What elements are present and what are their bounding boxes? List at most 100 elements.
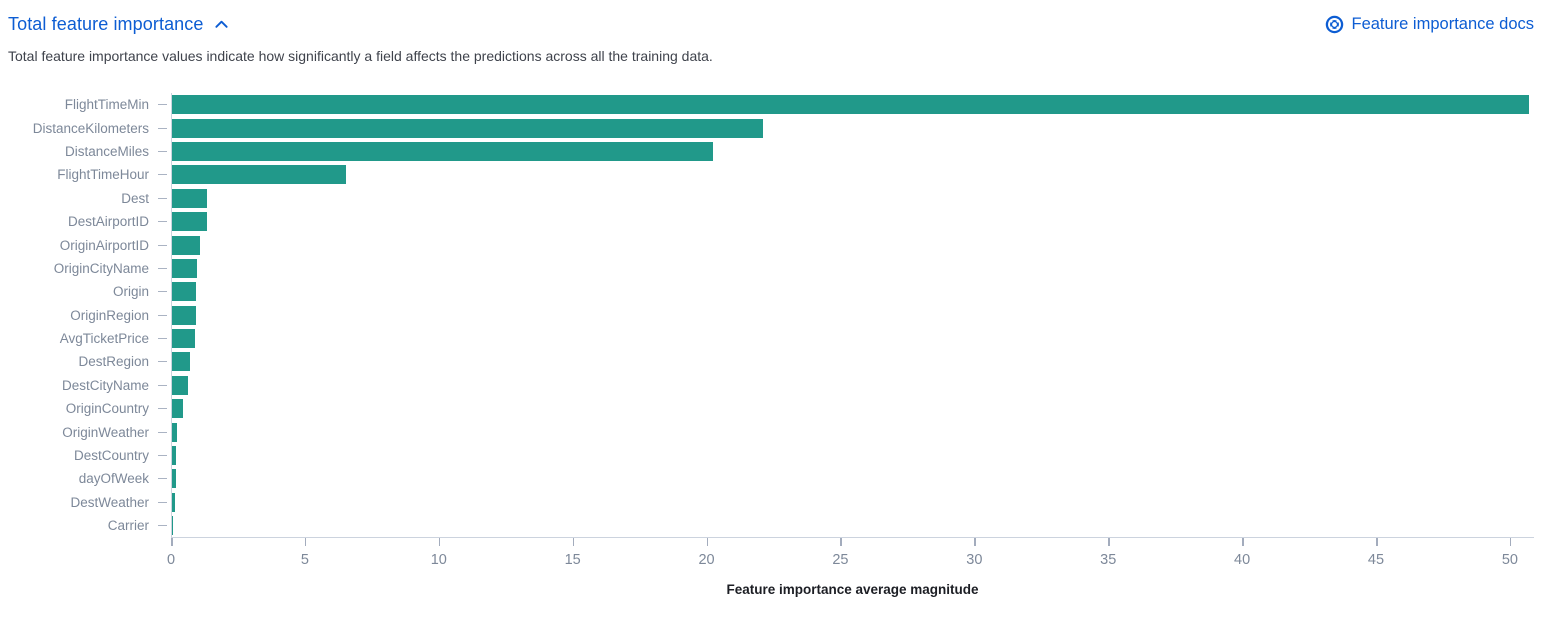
plot-area: [171, 280, 1534, 304]
x-axis-tick-label: 35: [1100, 552, 1117, 569]
y-axis-tick: [158, 384, 167, 386]
bar[interactable]: [172, 305, 196, 325]
bar-rows: FlightTimeMin DistanceKilometers DistanceM…: [8, 93, 1534, 538]
bar[interactable]: [172, 118, 764, 138]
plot-area: [171, 420, 1534, 444]
category-label: Dest: [121, 190, 149, 206]
plot-area: [171, 93, 1534, 117]
y-axis-tick: [158, 291, 167, 293]
category-label: OriginWeather: [62, 424, 149, 440]
bar[interactable]: [172, 141, 713, 161]
chart-row: OriginWeather: [8, 420, 1534, 444]
help-ring-icon: [1325, 15, 1344, 34]
x-axis-tick-labels: 0 5 10 15 20 25 30 35 40 45 50: [167, 552, 1534, 572]
y-axis-tick: [158, 501, 167, 503]
category-label: OriginRegion: [70, 307, 149, 323]
bar[interactable]: [172, 399, 183, 419]
bar[interactable]: [172, 375, 188, 395]
category-label: FlightTimeHour: [57, 167, 149, 183]
y-axis-tick: [158, 525, 167, 527]
bar[interactable]: [172, 469, 176, 489]
y-axis-tick: [158, 174, 167, 176]
category-label: OriginCityName: [53, 260, 149, 276]
chevron-up-icon: [214, 17, 229, 32]
chart-row: DestAirportID: [8, 209, 1534, 234]
category-label: OriginAirportID: [59, 237, 149, 253]
x-axis-tick-label: 30: [966, 552, 983, 569]
bar[interactable]: [172, 422, 177, 442]
y-axis-tick: [158, 478, 167, 480]
plot-area: [171, 467, 1534, 491]
category-label: DestRegion: [78, 354, 149, 370]
x-axis-line: [171, 537, 1534, 539]
plot-area: [171, 186, 1534, 210]
x-axis-title: Feature importance average magnitude: [726, 582, 979, 598]
chart-row: OriginCountry: [8, 397, 1534, 421]
y-axis-tick: [158, 361, 167, 363]
chart-row: OriginRegion: [8, 303, 1534, 327]
bar[interactable]: [172, 516, 174, 536]
section-title: Total feature importance: [8, 14, 204, 34]
category-label: Origin: [112, 284, 149, 300]
x-axis-tick: [1376, 538, 1378, 547]
category-label: DestWeather: [70, 494, 149, 510]
plot-area: [171, 350, 1534, 374]
y-axis-tick: [158, 267, 167, 269]
x-axis-tick-label: 0: [166, 552, 176, 569]
chart-row: DestCityName: [8, 373, 1534, 398]
plot-area: [171, 397, 1534, 421]
plot-area: [171, 490, 1534, 515]
category-label: FlightTimeMin: [64, 97, 149, 113]
bar[interactable]: [172, 212, 207, 232]
x-axis-tick: [840, 538, 842, 547]
chart-row: DestRegion: [8, 350, 1534, 374]
x-axis-tick: [1509, 538, 1512, 547]
bar[interactable]: [172, 352, 191, 372]
x-axis-tick-label: 15: [564, 552, 581, 569]
bar[interactable]: [172, 165, 346, 185]
plot-area: [171, 163, 1534, 187]
y-axis-tick: [158, 431, 167, 433]
bar[interactable]: [172, 258, 198, 278]
chart-row: OriginCityName: [8, 256, 1534, 281]
plot-area: [171, 514, 1534, 538]
category-label: AvgTicketPrice: [59, 331, 149, 347]
bar[interactable]: [172, 446, 176, 466]
chart-row: FlightTimeHour: [8, 163, 1534, 187]
chart-row: AvgTicketPrice: [8, 326, 1534, 351]
chart-row: OriginAirportID: [8, 233, 1534, 257]
x-axis-tick-label: 10: [430, 552, 447, 569]
x-axis-tick: [1242, 538, 1244, 547]
docs-link-label: Feature importance docs: [1351, 15, 1534, 33]
category-label: DistanceKilometers: [32, 120, 149, 136]
section-collapse-toggle[interactable]: Total feature importance: [8, 14, 229, 35]
bar[interactable]: [172, 282, 197, 302]
y-axis-tick: [158, 314, 167, 316]
y-axis-tick: [158, 197, 167, 199]
x-axis-tick: [171, 538, 173, 547]
chart-row: Carrier: [8, 514, 1534, 538]
y-axis-tick: [158, 244, 167, 246]
y-axis-tick: [158, 221, 167, 223]
y-axis-tick: [158, 127, 167, 129]
category-label: Carrier: [107, 518, 149, 534]
plot-area: [171, 256, 1534, 281]
y-axis-tick: [158, 408, 167, 410]
plot-area: [171, 209, 1534, 234]
plot-area: [171, 303, 1534, 327]
bar[interactable]: [172, 329, 195, 349]
category-label: DestAirportID: [67, 214, 149, 230]
y-axis-tick: [158, 104, 167, 106]
x-axis-ticks: [171, 538, 1534, 547]
bar[interactable]: [172, 95, 1529, 115]
bar[interactable]: [172, 188, 208, 208]
x-axis-tick: [706, 538, 709, 547]
chart-row: dayOfWeek: [8, 467, 1534, 491]
chart-row: Dest: [8, 186, 1534, 210]
plot-area: [171, 443, 1534, 468]
bar[interactable]: [172, 235, 201, 255]
docs-link[interactable]: Feature importance docs: [1325, 15, 1534, 34]
x-axis-tick: [1108, 538, 1110, 547]
bar[interactable]: [172, 492, 176, 512]
panel-header: Total feature importance: [8, 14, 1534, 35]
